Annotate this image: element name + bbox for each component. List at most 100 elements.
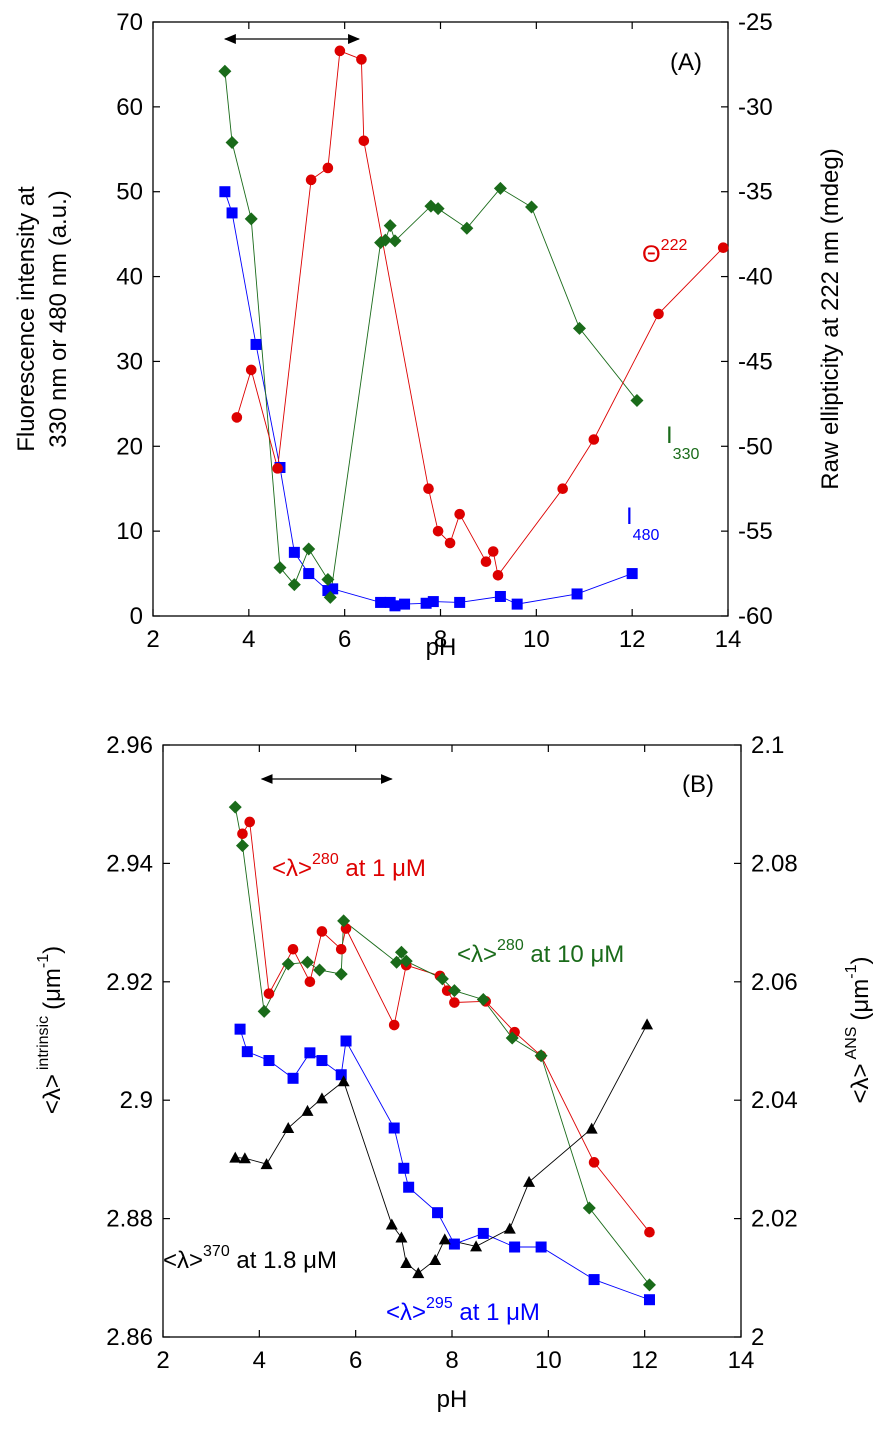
panel-b-280-at-10-m-point [642, 1278, 656, 1292]
panel-b-280-at-10-m-point [399, 954, 413, 968]
panel-a-i480-point [454, 596, 466, 608]
panel-a-y-right-tick-label: -30 [738, 94, 773, 121]
theta222-label-sub: 222 [661, 237, 688, 254]
panel-a-x-tick-label: 12 [619, 626, 646, 653]
panel-a-x-tick-label: 4 [242, 626, 255, 653]
panel-b-x-axis-title: pH [437, 1386, 468, 1413]
panel-a-x-tick-label: 6 [338, 626, 351, 653]
panel-b-x-tick-label: 10 [535, 1347, 562, 1374]
panel-a-222-line [236, 50, 724, 577]
panel-b-x-tick-label: 4 [253, 1347, 266, 1374]
panel-a-222-point [322, 162, 334, 174]
panel-a: 2 4 6 8 10 12 14 0 10 20 30 40 50 60 70 -60 -55 -50 -45 -40… [13, 9, 844, 661]
panel-b-280-at-10-m-point [235, 839, 249, 853]
panel-b-points [228, 800, 656, 1306]
panel-b-370-at-1-8-m-point [301, 1104, 314, 1116]
panel-b-ylabel-right-main: <λ> [847, 1063, 874, 1103]
panel-b-370-at-1-8-m-point [429, 1254, 442, 1266]
panel-b-280-at-10-m-point [313, 963, 327, 977]
panel-b-y-right-tick-label: 2.1 [751, 732, 784, 759]
panel-b-ylabel-right-unit: (μm [847, 979, 874, 1021]
panel-b-280-at-10-m-point [447, 984, 461, 998]
panel-a-x-tick-label: 14 [715, 626, 742, 653]
panel-b: 2 4 6 8 10 12 14 2.86 2.88 2.9 2.92 2.94 2.96 2 2.02 2.… [35, 732, 874, 1413]
panel-a-y-left-tick-label: 10 [116, 518, 143, 545]
panel-b-y-right-tick-label: 2 [751, 1324, 764, 1351]
panel-b-280-at-1-m-point [304, 976, 316, 988]
panel-a-222-point [588, 434, 600, 445]
lambda280-1um-series-label: <λ>280 at 1 μM [272, 851, 426, 882]
panel-b-y-right-tick-label: 2.04 [751, 1087, 798, 1114]
panel-a-222-point [480, 556, 492, 567]
panel-a-222-point [272, 463, 283, 474]
panel-a-i330-point [287, 578, 301, 592]
panel-a-i480-point [219, 186, 231, 198]
panel-b-280-at-10-m-point [582, 1201, 596, 1215]
lambda280-10um-series-label: <λ>280 at 10 μM [457, 937, 624, 968]
panel-b-370-at-1-8-m-point [315, 1092, 328, 1104]
panel-b-295-at-1-m-point [432, 1207, 444, 1219]
panel-a-i330-point [388, 234, 402, 248]
panel-b-295-at-1-m-point [335, 1069, 347, 1081]
panel-b-ylabel-left-main: <λ> [39, 1074, 66, 1114]
panel-a-points [218, 45, 729, 612]
panel-b-280-at-1-m-point [287, 943, 299, 955]
panel-b-280-at-10-m-point [476, 993, 490, 1007]
panel-a-222-point [245, 364, 257, 376]
panel-b-370-at-1-8-m-point [523, 1175, 536, 1187]
panel-b-280-at-1-m-line [242, 820, 650, 1233]
lambda295-label-sup: 295 [426, 1295, 453, 1312]
panel-a-y-right-tick-label: -60 [738, 603, 773, 630]
panel-a-i330-point [273, 561, 287, 575]
panel-b-y-left-tick-label: 2.88 [106, 1206, 153, 1233]
panel-b-ylabel-left-unit: (μm [39, 968, 66, 1010]
panel-b-ticks: 2 4 6 8 10 12 14 2.86 2.88 2.9 2.92 2.94 2.96 2 2.02 2.… [106, 732, 797, 1374]
lambda280-10um-label-rest: at 10 μM [524, 941, 625, 968]
panel-a-222-point [717, 242, 729, 254]
panel-b-295-at-1-m-point [448, 1238, 460, 1250]
panel-b-370-at-1-8-m-point [412, 1267, 425, 1279]
theta222-series-label: Θ222 [642, 237, 687, 268]
panel-a-y-left-tick-label: 40 [116, 264, 143, 291]
panel-b-280-at-1-m-point [335, 943, 347, 955]
panel-b-295-at-1-m-point [316, 1055, 328, 1067]
panel-b-295-at-1-m-point [263, 1055, 275, 1067]
panel-b-370-at-1-8-m-point [400, 1257, 413, 1268]
panel-a-i480-point [427, 596, 439, 608]
panel-b-370-at-1-8-m-point [585, 1122, 598, 1134]
panel-b-280-at-1-m-point [244, 816, 255, 828]
panel-a-222-point [305, 174, 317, 186]
panel-a-y-right-tick-label: -40 [738, 264, 773, 291]
panel-b-ylabel-right-unit-sup: -1 [843, 964, 860, 978]
lambda280-10um-label-sup: 280 [497, 937, 524, 954]
panel-b-370-at-1-8-m-point [641, 1018, 654, 1030]
panel-b-280-at-1-m-point [644, 1226, 655, 1238]
panel-a-222-point [444, 537, 456, 549]
panel-a-222-point [334, 45, 346, 57]
panel-a-222-point [487, 546, 499, 557]
panel-b-370-at-1-8-m-point [337, 1075, 350, 1087]
panel-b-y-right-tick-label: 2.06 [751, 969, 798, 996]
panel-a-i330-point [244, 212, 258, 226]
panel-b-295-at-1-m-point [509, 1241, 521, 1253]
panel-a-i480-point [303, 568, 315, 580]
panel-a-y-left-tick-label: 20 [116, 433, 143, 460]
lambda280-1um-label-sup: 280 [312, 851, 339, 868]
panel-b-280-at-10-m-line [234, 807, 650, 1286]
i480-label-sub: 480 [633, 527, 660, 544]
panel-a-i330-point [378, 233, 392, 247]
panel-b-y-left-tick-label: 2.92 [106, 969, 153, 996]
panel-a-i330-point [460, 221, 474, 235]
panel-a-i330-point [218, 64, 232, 78]
panel-a-222-point [492, 569, 504, 581]
panel-a-i480-point [375, 596, 387, 608]
panel-a-y-left-tick-label: 60 [116, 94, 143, 121]
lambda370-label-main: <λ> [163, 1247, 203, 1274]
panel-a-ticks: 2 4 6 8 10 12 14 0 10 20 30 40 50 60 70 -60 -55 -50 -45 -40… [116, 9, 772, 653]
panel-b-280-at-10-m-point [534, 1049, 548, 1063]
panel-b-370-at-1-8-m-point [385, 1218, 398, 1230]
panel-b-295-at-1-m-point [535, 1241, 547, 1253]
panel-b-280-at-1-m-point [263, 988, 275, 999]
panel-b-295-at-1-m-point [388, 1122, 400, 1134]
